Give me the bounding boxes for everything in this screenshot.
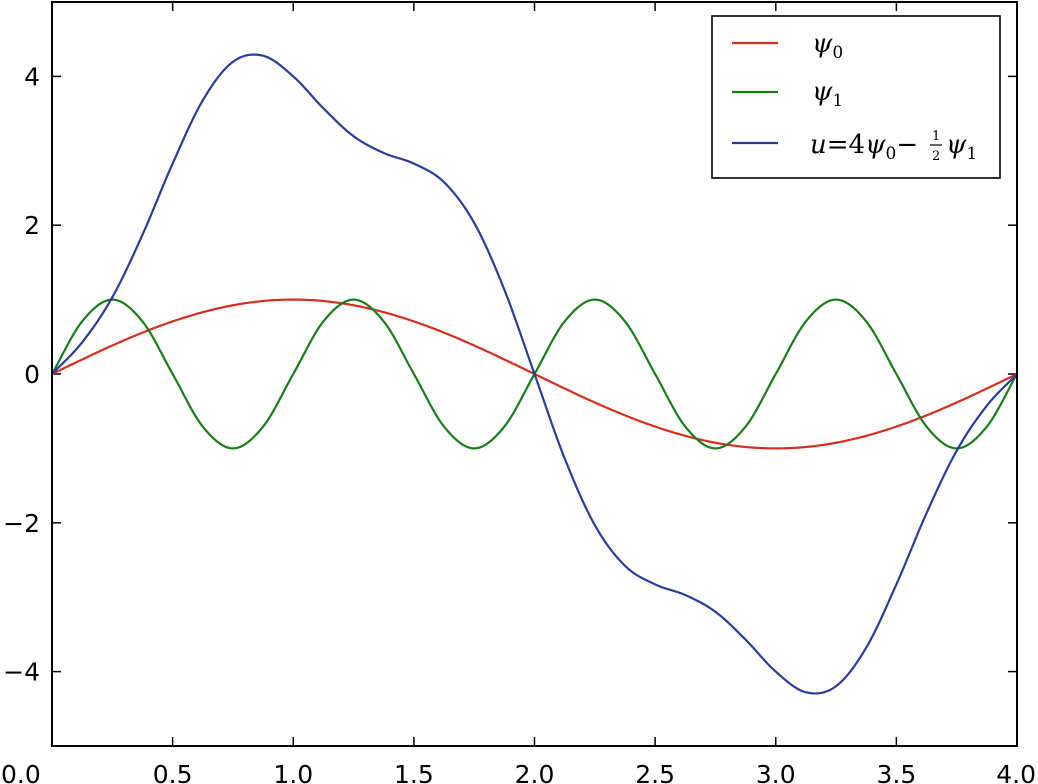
y-tick-label: −2	[3, 509, 40, 538]
x-tick-label: 2.5	[635, 760, 675, 784]
y-tick-label: −4	[3, 658, 40, 687]
x-tick-label: 0.5	[153, 760, 193, 784]
y-tick-label: 4	[24, 62, 40, 91]
legend-frac-denominator: 2	[932, 149, 940, 164]
y-tick-label: 2	[24, 211, 40, 240]
legend-label-u: u=4ψ0− 1 2 ψ1	[810, 129, 977, 164]
x-tick-label: 3.5	[876, 760, 916, 784]
series-lines	[51, 53, 1018, 695]
svg-text:u=4ψ0−: u=4ψ0−	[810, 130, 918, 164]
legend-frac-numerator: 1	[932, 129, 940, 144]
plot-frame	[51, 1, 1018, 747]
y-tick-label: 0	[24, 360, 40, 389]
series-line-2	[51, 53, 1018, 695]
legend: ψ0 ψ1 u=4ψ0− 1 2 ψ1	[711, 15, 1001, 179]
x-tick-label: 4.0	[996, 760, 1036, 784]
x-tick-label: 0.0	[1, 760, 41, 784]
x-tick-label: 2.0	[515, 760, 555, 784]
x-tick-label: 1.0	[273, 760, 313, 784]
x-tick-label: 1.5	[394, 760, 434, 784]
legend-label-psi1: ψ1	[812, 77, 843, 111]
y-axis-ticks: −4 −2 0 2 4	[3, 62, 1017, 687]
legend-label-psi0: ψ0	[812, 29, 843, 63]
x-tick-label: 3.0	[756, 760, 796, 784]
svg-text:ψ1: ψ1	[946, 130, 977, 164]
